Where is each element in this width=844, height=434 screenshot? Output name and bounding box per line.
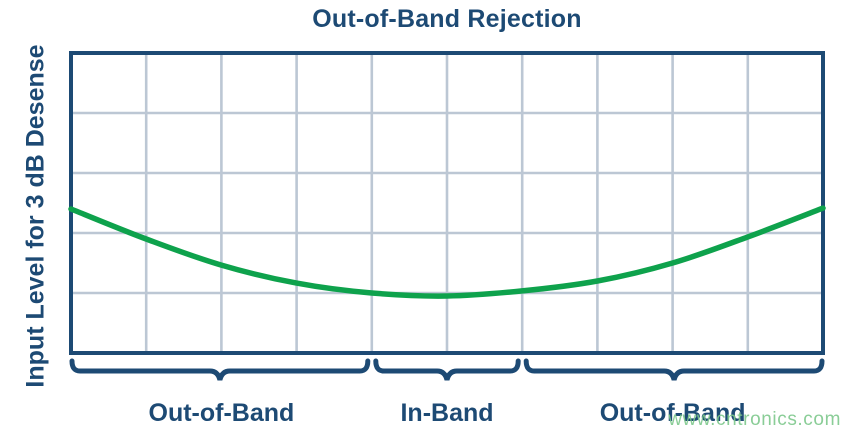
region-brace-1 bbox=[373, 358, 521, 381]
band-label-out-of-band-right: Out-of-Band bbox=[599, 399, 746, 427]
region-brace-2 bbox=[523, 358, 825, 381]
desense-curve bbox=[68, 205, 826, 299]
plot-border bbox=[69, 51, 825, 355]
band-label-in-band: In-Band bbox=[400, 399, 494, 427]
region-brace-0 bbox=[69, 358, 371, 381]
chart-title: Out-of-Band Rejection bbox=[312, 5, 582, 33]
band-label-out-of-band-left: Out-of-Band bbox=[148, 399, 295, 427]
watermark: www.cntronics.com bbox=[668, 409, 841, 430]
